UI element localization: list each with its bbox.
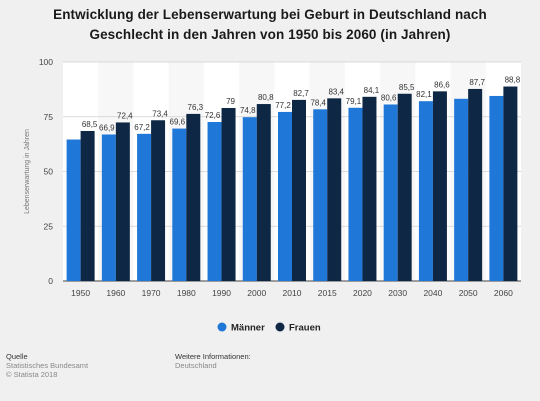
y-tick-label: 50 [44,167,54,177]
data-label-maenner: 80,6 [381,93,397,102]
x-tick-label: 2040 [423,288,442,298]
chart-title: Entwicklung der Lebenserwartung bei Gebu… [0,5,540,45]
x-tick-label: 2020 [353,288,372,298]
x-tick-label: 1950 [71,288,90,298]
bar-frauen [292,99,306,282]
x-tick-label: 2015 [318,288,337,298]
data-label-frauen: 84,1 [364,86,380,95]
bar-frauen [503,86,518,281]
data-label-maenner: 67,2 [134,123,150,132]
data-label-maenner: 66,9 [99,123,115,132]
data-label-frauen: 80,8 [258,93,274,102]
bar-maenner [242,117,257,281]
bar-frauen [221,107,236,282]
bar-maenner [66,139,81,281]
legend-label-frauen: Frauen [289,323,321,334]
data-label-frauen: 87,7 [469,78,485,87]
bar-maenner [172,128,187,281]
data-label-frauen: 82,7 [293,89,309,98]
legend-marker-frauen [275,322,285,332]
more-info-label: Weitere Informationen: [175,352,251,361]
data-label-maenner: 72,6 [205,111,221,120]
data-label-maenner: 77,2 [275,101,291,110]
bar-maenner [489,95,504,281]
bar-frauen [327,98,342,281]
bar-maenner [313,109,328,281]
source-label: Quelle [6,352,28,361]
data-label-maenner: 74,8 [240,106,256,115]
data-label-frauen: 72,4 [117,111,133,120]
data-label-frauen: 68,5 [82,120,98,129]
bar-frauen [186,113,201,281]
y-tick-label: 75 [44,112,54,122]
data-label-maenner: 79,1 [346,97,362,106]
data-label-maenner: 78,4 [310,98,326,107]
bar-frauen [468,88,483,281]
source-line-2[interactable]: © Statista 2018 [6,370,58,379]
chart-title-line-2: Geschlecht in den Jahren von 1950 bis 20… [89,27,451,42]
x-tick-label: 2030 [388,288,407,298]
bar-frauen [115,122,130,281]
source-block: Quelle Statistisches Bundesamt © Statist… [6,352,88,379]
legend-label-maenner: Männer [231,323,265,334]
bar-frauen [432,91,447,281]
bar-maenner [137,133,152,281]
x-tick-label: 1970 [142,288,161,298]
x-tick-label: 1960 [106,288,125,298]
data-label-frauen: 86,6 [434,80,450,89]
data-label-frauen: 79 [226,97,235,106]
x-tick-label: 2010 [283,288,302,298]
bar-maenner [383,104,398,282]
x-tick-label: 1980 [177,288,196,298]
bar-frauen [362,96,377,281]
data-label-frauen: 85,5 [399,83,415,92]
bar-maenner [418,101,433,282]
data-label-frauen: 83,4 [328,87,344,96]
data-label-frauen: 73,4 [152,109,168,118]
more-info-block: Weitere Informationen: Deutschland [175,352,251,370]
data-label-maenner: 69,6 [170,118,186,127]
y-tick-label: 100 [39,57,53,67]
bar-maenner [101,134,116,281]
data-label-maenner: 82,1 [416,90,432,99]
bar-maenner [278,111,292,281]
x-tick-label: 2000 [247,288,266,298]
x-tick-label: 2060 [494,288,513,298]
y-tick-label: 0 [48,276,53,286]
chart-title-line-1: Entwicklung der Lebenserwartung bei Gebu… [53,7,487,22]
x-tick-label: 2050 [459,288,478,298]
more-info-line-1: Deutschland [175,361,217,370]
source-line-1: Statistisches Bundesamt [6,361,89,370]
y-tick-label: 25 [44,221,54,231]
x-tick-label: 1990 [212,288,231,298]
bar-frauen [397,93,412,281]
bar-frauen [256,104,271,281]
bar-frauen [80,130,95,281]
data-label-frauen: 88,8 [505,76,521,85]
bar-frauen [151,120,166,281]
bar-maenner [348,107,363,282]
y-axis-label: Lebenserwartung in Jahren [24,129,31,214]
data-label-frauen: 76,3 [188,103,204,112]
bar-maenner [207,122,222,281]
bar-maenner [454,98,469,282]
legend-marker-maenner [217,322,227,332]
